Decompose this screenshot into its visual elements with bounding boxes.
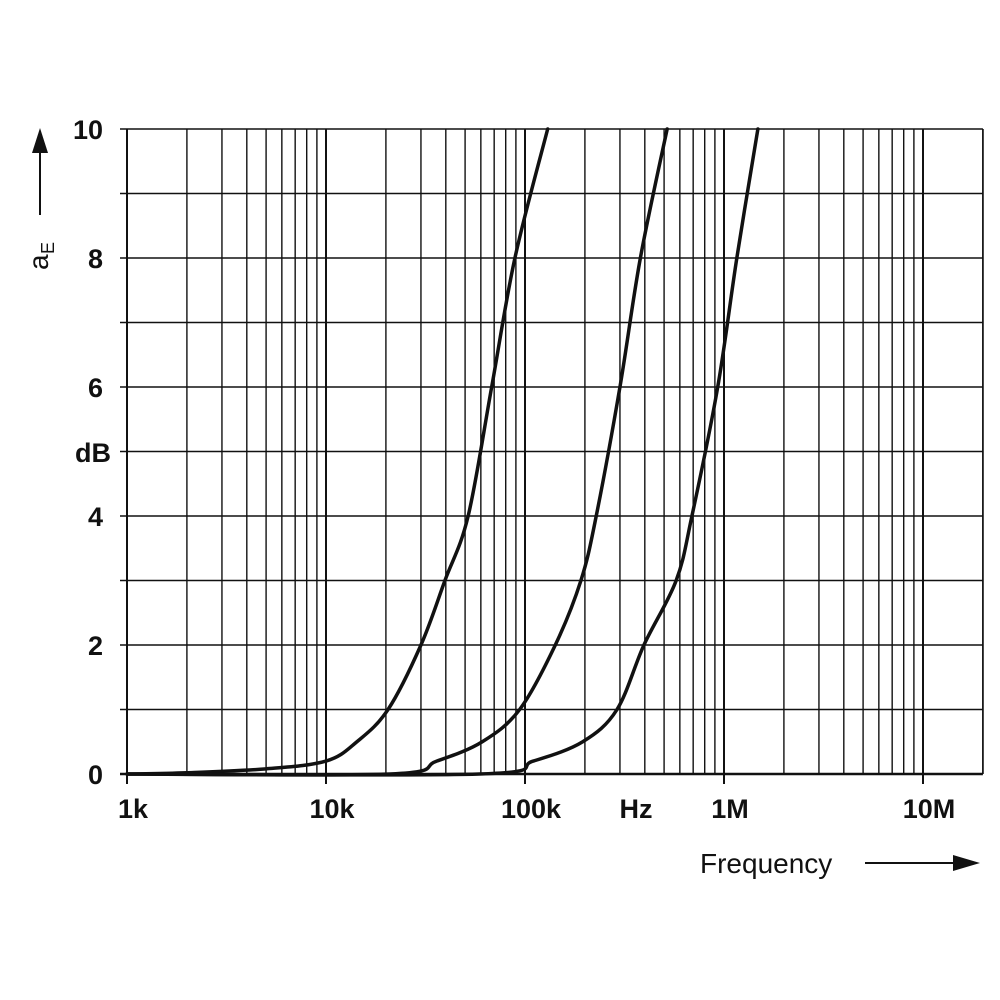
y-tick-label: 0 xyxy=(88,760,103,790)
grid xyxy=(120,128,984,784)
y-tick-label: 4 xyxy=(88,502,103,532)
x-tick-label: 10k xyxy=(309,794,355,824)
y-tick-label: 2 xyxy=(88,631,103,661)
x-axis-arrow-icon xyxy=(865,855,980,871)
x-tick-label: 1k xyxy=(118,794,149,824)
y-unit-label: dB xyxy=(75,438,111,468)
x-tick-label: 10M xyxy=(903,794,956,824)
y-axis-arrow-icon xyxy=(32,128,48,215)
series-line xyxy=(125,127,550,776)
x-tick-label: 100k xyxy=(501,794,562,824)
x-tick-labels: 1k 10k 100k 1M 10M xyxy=(118,794,955,824)
y-tick-label: 8 xyxy=(88,244,103,274)
y-axis-label: a E xyxy=(23,242,58,270)
x-tick-label: 1M xyxy=(711,794,749,824)
y-tick-labels: 0 2 4 6 8 10 xyxy=(73,115,103,790)
x-axis-label: Frequency xyxy=(700,848,832,879)
x-unit-label: Hz xyxy=(620,794,653,824)
series-line xyxy=(125,127,760,777)
y-axis-label-sub: E xyxy=(38,242,58,254)
y-axis-label-main: a xyxy=(23,254,54,270)
y-tick-label: 6 xyxy=(88,373,103,403)
y-tick-label: 10 xyxy=(73,115,103,145)
curves xyxy=(125,127,760,777)
